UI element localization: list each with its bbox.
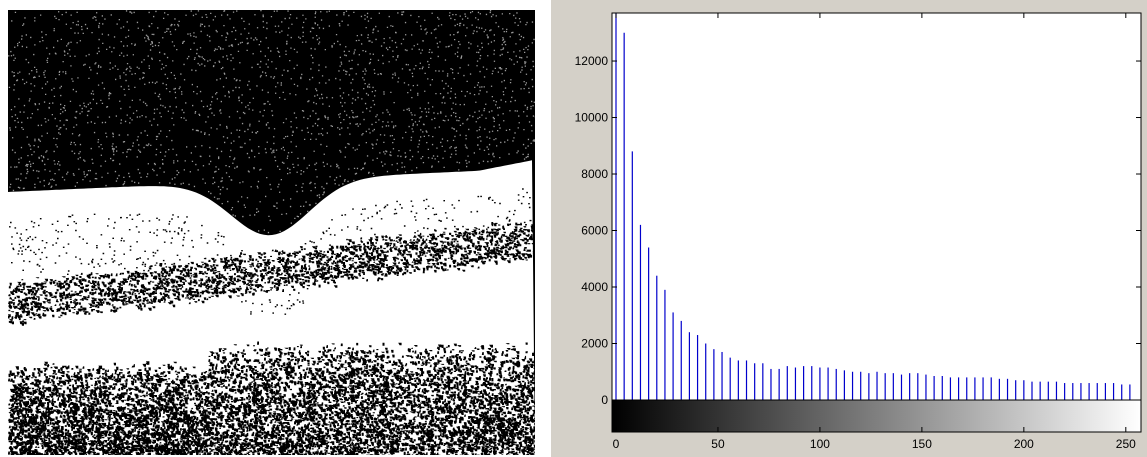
- grayscale-colorbar: [611, 399, 1142, 433]
- x-tick-label: 200: [1014, 437, 1034, 451]
- oct-scan-image: [8, 10, 535, 455]
- x-axis: 0 50 100 150 200 250: [613, 13, 1136, 451]
- x-tick-label: 0: [613, 437, 620, 451]
- histogram-figure: 0 2000 4000 6000 8000 10000 12000 0 50 100 150 200…: [551, 0, 1147, 457]
- x-tick-label: 250: [1116, 437, 1136, 451]
- y-axis: 0 2000 4000 6000 8000 10000 12000: [575, 54, 1141, 413]
- y-tick-label: 6000: [581, 224, 608, 238]
- retina-speckle-dark: [8, 188, 535, 455]
- histogram-bars: [615, 13, 1131, 400]
- x-tick-label: 100: [810, 437, 830, 451]
- y-tick-label: 2000: [581, 337, 608, 351]
- y-tick-label: 8000: [581, 167, 608, 181]
- retina-tissue: [8, 160, 535, 455]
- y-tick-label: 0: [601, 393, 608, 407]
- x-tick-label: 50: [711, 437, 725, 451]
- y-tick-label: 12000: [575, 54, 609, 68]
- y-tick-label: 10000: [575, 111, 609, 125]
- x-tick-label: 150: [912, 437, 932, 451]
- histogram-plot-area: [611, 12, 1142, 401]
- y-tick-label: 4000: [581, 280, 608, 294]
